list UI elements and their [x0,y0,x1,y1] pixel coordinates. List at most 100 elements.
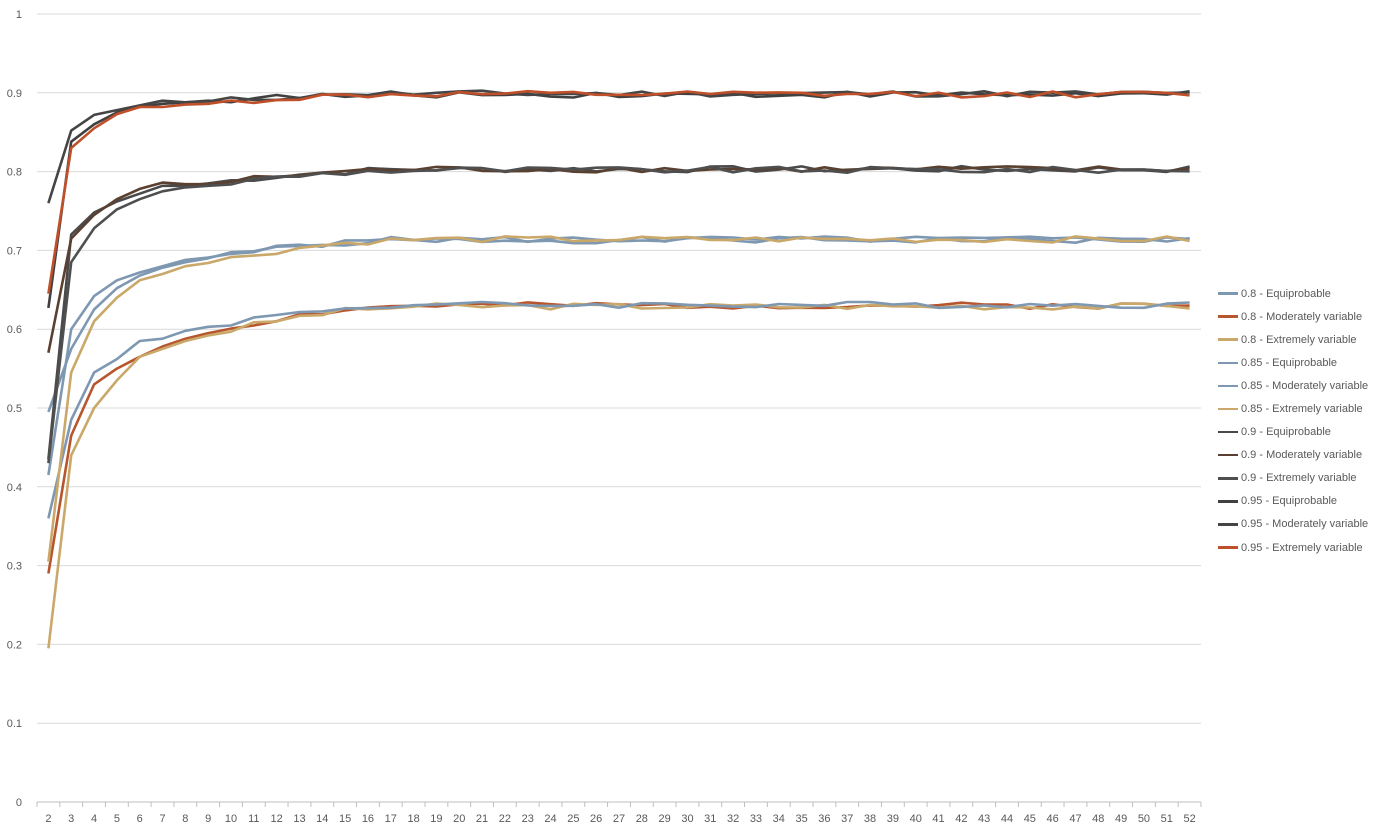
x-tick-label: 27 [613,813,625,825]
x-tick-label: 42 [955,813,967,825]
legend-label: 0.85 - Moderately variable [1241,379,1369,392]
legend-item: 0.95 - Equiprobable [1218,490,1398,513]
series-line-9 [47,90,1190,309]
x-tick-label: 10 [225,813,237,825]
x-tick-label: 7 [159,813,165,825]
x-tick-label: 5 [114,813,120,825]
series-line-11 [47,89,1190,294]
y-tick-label: 1 [16,9,22,21]
x-tick-label: 40 [910,813,922,825]
x-tick-label: 26 [590,813,602,825]
x-tick-label: 11 [248,813,259,825]
legend-swatch [1218,315,1238,318]
x-tick-label: 14 [316,813,328,825]
legend-swatch [1218,361,1238,365]
x-tick-label: 3 [68,813,74,825]
y-tick-label: 0 [16,797,22,809]
x-tick-label: 43 [978,813,990,825]
x-tick-label: 31 [704,813,716,825]
legend-label: 0.9 - Moderately variable [1241,449,1363,462]
x-tick-label: 24 [544,813,556,825]
y-tick-label: 0.2 [7,639,22,651]
x-tick-label: 22 [499,813,511,825]
legend-item: 0.85 - Extremely variable [1218,397,1398,420]
legend-item: 0.95 - Extremely variable [1218,536,1398,559]
legend-swatch [1218,292,1238,295]
legend-item: 0.9 - Equiprobable [1218,421,1398,444]
series-line-0 [47,235,1190,476]
series-line-6 [47,164,1190,460]
legend-swatch [1218,546,1238,549]
x-tick-label: 15 [339,813,351,825]
legend-item: 0.85 - Moderately variable [1218,374,1398,397]
legend-item: 0.8 - Moderately variable [1218,305,1398,328]
legend-label: 0.85 - Equiprobable [1241,356,1338,369]
legend-swatch [1218,407,1238,411]
x-tick-label: 30 [681,813,693,825]
legend-item: 0.95 - Moderately variable [1218,513,1398,536]
legend-swatch [1218,430,1238,434]
x-tick-label: 38 [864,813,876,825]
y-tick-label: 0.5 [7,403,22,415]
series-lines [47,89,1190,649]
x-tick-label: 52 [1183,813,1195,825]
x-tick-label: 32 [727,813,739,825]
x-tick-label: 19 [430,813,442,825]
x-tick-label: 9 [205,813,211,825]
x-tick-label: 25 [567,813,579,825]
legend-swatch [1218,453,1238,457]
legend-label: 0.85 - Extremely variable [1241,403,1363,416]
x-tick-label: 33 [750,813,762,825]
gridlines [37,13,1201,803]
legend-label: 0.8 - Moderately variable [1241,310,1363,323]
series-line-3 [47,300,1190,519]
legend-swatch [1218,500,1238,503]
legend-label: 0.95 - Equiprobable [1241,495,1338,508]
x-tick-label: 21 [476,813,488,825]
legend-swatch [1218,477,1238,480]
series-line-5 [47,235,1190,562]
legend-item: 0.9 - Moderately variable [1218,444,1398,467]
x-tick-label: 37 [841,813,853,825]
legend-label: 0.8 - Extremely variable [1241,333,1357,346]
legend-item: 0.85 - Equiprobable [1218,351,1398,374]
x-tick-label: 46 [1047,813,1059,825]
legend-swatch [1218,384,1238,388]
x-tick-label: 35 [795,813,807,825]
y-tick-label: 0.3 [7,561,22,573]
x-tick-label: 2 [45,813,51,825]
x-tick-label: 34 [773,813,785,825]
x-tick-label: 28 [636,813,648,825]
series-line-4 [47,235,1190,413]
legend-item: 0.8 - Extremely variable [1218,328,1398,351]
x-tick-label: 45 [1024,813,1036,825]
legend-label: 0.8 - Equiprobable [1241,287,1331,300]
legend-item: 0.8 - Equiprobable [1218,282,1398,305]
y-tick-label: 0.9 [7,88,22,100]
legend-label: 0.9 - Extremely variable [1241,472,1357,485]
y-tick-labels: 0 0.1 0.2 0.3 0.4 0.5 0.6 0.7 0.8 0.9 1 [7,9,22,809]
x-tick-label: 12 [271,813,283,825]
x-tick-label: 6 [137,813,143,825]
legend-label: 0.9 - Equiprobable [1241,426,1331,439]
series-line-1 [47,301,1190,574]
x-tick-label: 17 [385,813,397,825]
x-tick-label: 51 [1161,813,1173,825]
y-tick-label: 0.1 [7,718,22,730]
x-tick-label: 39 [887,813,899,825]
x-tick-label: 16 [362,813,374,825]
x-tick-label: 4 [91,813,97,825]
x-tick-label: 20 [453,813,465,825]
x-tick-label: 23 [522,813,534,825]
y-tick-label: 0.8 [7,167,22,179]
y-tick-label: 0.4 [7,482,22,494]
y-tick-label: 0.7 [7,245,22,257]
series-line-8 [47,165,1190,464]
legend-item: 0.9 - Extremely variable [1218,467,1398,490]
legend-label: 0.95 - Moderately variable [1241,518,1369,531]
series-line-2 [47,302,1190,649]
y-tick-label: 0.6 [7,324,22,336]
x-tick-label: 13 [293,813,305,825]
legend: 0.8 - Equiprobable 0.8 - Moderately varia… [1218,282,1398,559]
